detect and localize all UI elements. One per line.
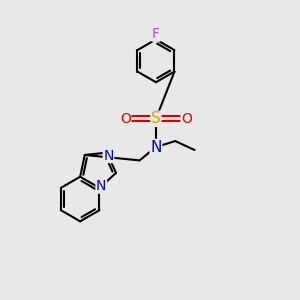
Text: N: N [103, 148, 114, 163]
Text: N: N [150, 140, 162, 154]
Text: O: O [120, 112, 131, 126]
Text: F: F [152, 27, 160, 41]
Text: N: N [96, 179, 106, 193]
Text: O: O [181, 112, 192, 126]
Text: S: S [151, 111, 161, 126]
